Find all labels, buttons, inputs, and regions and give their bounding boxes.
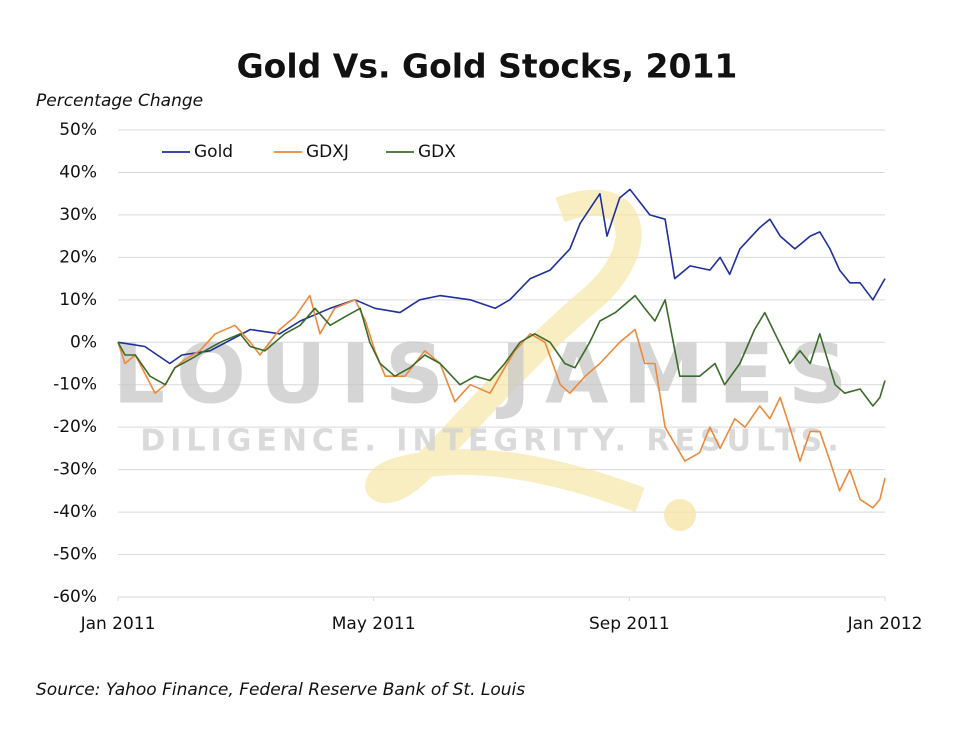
legend-label: Gold	[194, 142, 233, 162]
y-tick-label: -40%	[53, 502, 97, 522]
x-tick-label: Jan 2012	[847, 614, 923, 634]
y-tick-label: 20%	[59, 247, 97, 267]
y-tick-label: 10%	[59, 290, 97, 310]
y-tick-label: 50%	[59, 120, 97, 140]
x-tick-label: Jan 2011	[80, 614, 156, 634]
y-tick-label: -50%	[53, 545, 97, 565]
watermark-name: LOUIS JAMES	[113, 327, 861, 422]
y-tick-label: 40%	[59, 162, 97, 182]
series-line	[117, 188, 886, 365]
x-tick-label: May 2011	[332, 614, 416, 634]
y-tick-label: -60%	[53, 587, 97, 607]
source-note: Source: Yahoo Finance, Federal Reserve B…	[36, 680, 525, 700]
watermark-logo	[365, 189, 645, 513]
series-line	[117, 294, 886, 509]
y-tick-label: -30%	[53, 460, 97, 480]
watermark-dot	[664, 499, 696, 531]
watermark: LOUIS JAMES DILIGENCE. INTEGRITY. RESULT…	[113, 189, 861, 531]
y-tick-label: 30%	[59, 205, 97, 225]
x-tick-label: Sep 2011	[589, 614, 670, 634]
series-line	[117, 294, 886, 407]
grid	[118, 129, 885, 598]
chart-title: Gold Vs. Gold Stocks, 2011	[237, 47, 738, 86]
y-tick-label: 0%	[70, 332, 97, 352]
legend-label: GDXJ	[306, 142, 349, 162]
legend-label: GDX	[418, 142, 456, 162]
y-tick-label: -10%	[53, 375, 97, 395]
y-axis-label: Percentage Change	[36, 91, 203, 111]
y-tick-label: -20%	[53, 417, 97, 437]
watermark-tagline: DILIGENCE. INTEGRITY. RESULTS.	[140, 424, 843, 459]
